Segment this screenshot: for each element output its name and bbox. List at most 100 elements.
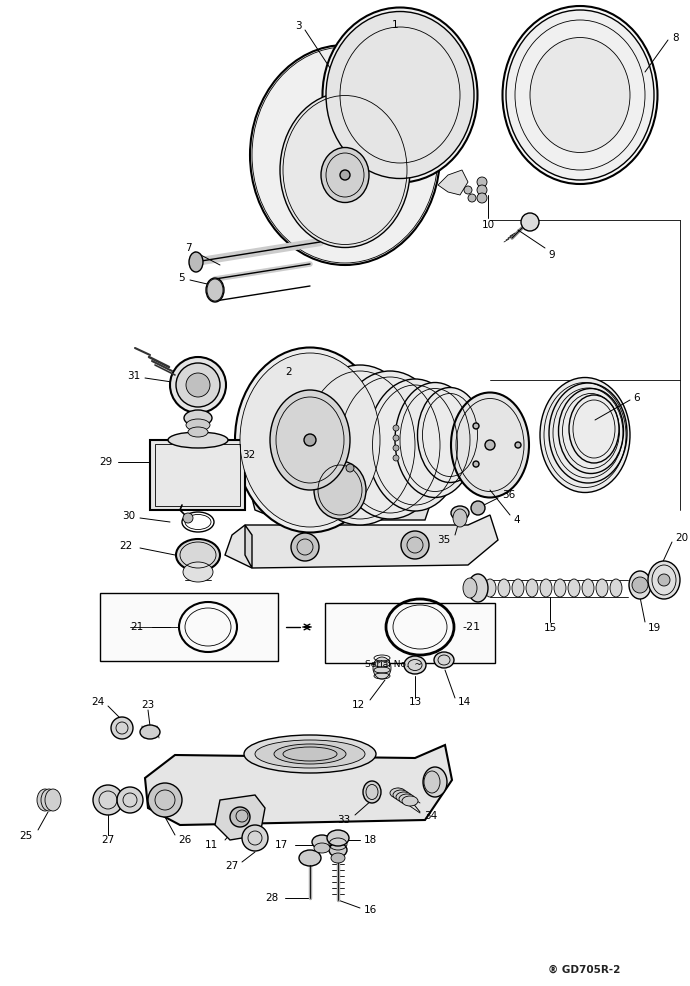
Text: 1: 1 — [392, 20, 398, 30]
Text: 20: 20 — [675, 533, 688, 543]
Ellipse shape — [314, 461, 366, 519]
Text: 22: 22 — [120, 541, 133, 551]
Ellipse shape — [363, 781, 381, 803]
Ellipse shape — [451, 506, 469, 520]
Ellipse shape — [322, 8, 477, 182]
Polygon shape — [225, 515, 498, 568]
Text: 27: 27 — [101, 835, 115, 845]
Text: 24: 24 — [91, 697, 104, 707]
Ellipse shape — [41, 789, 57, 811]
Ellipse shape — [329, 843, 347, 857]
Circle shape — [477, 193, 487, 203]
Ellipse shape — [463, 578, 477, 598]
Circle shape — [393, 425, 399, 431]
Ellipse shape — [434, 652, 454, 668]
Ellipse shape — [530, 37, 630, 153]
Bar — [155, 444, 240, 506]
Text: 26: 26 — [178, 835, 191, 845]
Ellipse shape — [540, 378, 630, 492]
Ellipse shape — [596, 579, 608, 597]
Text: 4: 4 — [513, 515, 520, 525]
Circle shape — [471, 501, 485, 515]
Circle shape — [521, 213, 539, 231]
Ellipse shape — [390, 788, 406, 798]
Ellipse shape — [255, 740, 365, 768]
Circle shape — [186, 373, 210, 397]
Text: 23: 23 — [141, 700, 155, 710]
Text: 13: 13 — [408, 697, 422, 707]
Circle shape — [468, 194, 476, 202]
Polygon shape — [438, 170, 468, 195]
Ellipse shape — [168, 432, 228, 448]
Text: 12: 12 — [352, 700, 365, 710]
Text: 25: 25 — [19, 831, 32, 841]
Ellipse shape — [648, 561, 680, 599]
Text: 28: 28 — [265, 893, 278, 903]
Ellipse shape — [506, 10, 654, 180]
Ellipse shape — [453, 509, 467, 527]
Ellipse shape — [569, 395, 619, 463]
Text: 30: 30 — [122, 511, 135, 521]
Polygon shape — [215, 795, 265, 840]
Circle shape — [393, 435, 399, 441]
Ellipse shape — [299, 850, 321, 866]
Text: ® GD705R-2: ® GD705R-2 — [548, 965, 620, 975]
Ellipse shape — [451, 392, 529, 498]
Ellipse shape — [404, 656, 426, 674]
Ellipse shape — [549, 383, 627, 483]
Ellipse shape — [424, 771, 440, 793]
Text: 36: 36 — [502, 490, 515, 500]
Circle shape — [346, 464, 354, 472]
Ellipse shape — [244, 735, 376, 773]
Circle shape — [117, 787, 143, 813]
Text: 11: 11 — [205, 840, 218, 850]
Text: 2: 2 — [286, 367, 292, 377]
Ellipse shape — [300, 365, 420, 525]
Text: 27: 27 — [225, 861, 238, 871]
Ellipse shape — [568, 579, 580, 597]
Bar — [100, 593, 278, 661]
Ellipse shape — [235, 347, 385, 532]
Ellipse shape — [610, 579, 622, 597]
Ellipse shape — [176, 539, 220, 571]
Text: 33: 33 — [337, 815, 350, 825]
Ellipse shape — [274, 744, 346, 764]
Ellipse shape — [321, 148, 369, 202]
Circle shape — [393, 445, 399, 451]
Text: 7: 7 — [186, 243, 192, 253]
Ellipse shape — [186, 419, 210, 431]
Circle shape — [477, 177, 487, 187]
Text: 34: 34 — [424, 811, 437, 821]
Circle shape — [658, 574, 670, 586]
Circle shape — [170, 357, 226, 413]
Text: 19: 19 — [648, 623, 661, 633]
Ellipse shape — [331, 853, 345, 863]
Ellipse shape — [45, 789, 61, 811]
Ellipse shape — [393, 790, 409, 800]
Ellipse shape — [184, 410, 212, 426]
Ellipse shape — [558, 388, 624, 473]
Circle shape — [291, 533, 319, 561]
Circle shape — [230, 807, 250, 827]
Text: 21: 21 — [130, 622, 144, 632]
Text: 17: 17 — [275, 840, 288, 850]
Ellipse shape — [526, 579, 538, 597]
Circle shape — [393, 455, 399, 461]
Text: 35: 35 — [437, 535, 450, 545]
Circle shape — [464, 186, 472, 194]
Circle shape — [632, 577, 648, 593]
Ellipse shape — [498, 579, 510, 597]
Text: Serial No.  ~: Serial No. ~ — [365, 660, 422, 669]
Text: 31: 31 — [127, 371, 140, 381]
Ellipse shape — [188, 427, 208, 437]
Text: 18: 18 — [364, 835, 377, 845]
Bar — [150, 440, 245, 510]
Ellipse shape — [326, 12, 474, 178]
Ellipse shape — [140, 725, 160, 739]
Text: 3: 3 — [295, 21, 302, 31]
Ellipse shape — [252, 47, 438, 263]
Ellipse shape — [270, 390, 350, 490]
Ellipse shape — [417, 387, 482, 482]
Ellipse shape — [582, 579, 594, 597]
Ellipse shape — [327, 830, 349, 846]
